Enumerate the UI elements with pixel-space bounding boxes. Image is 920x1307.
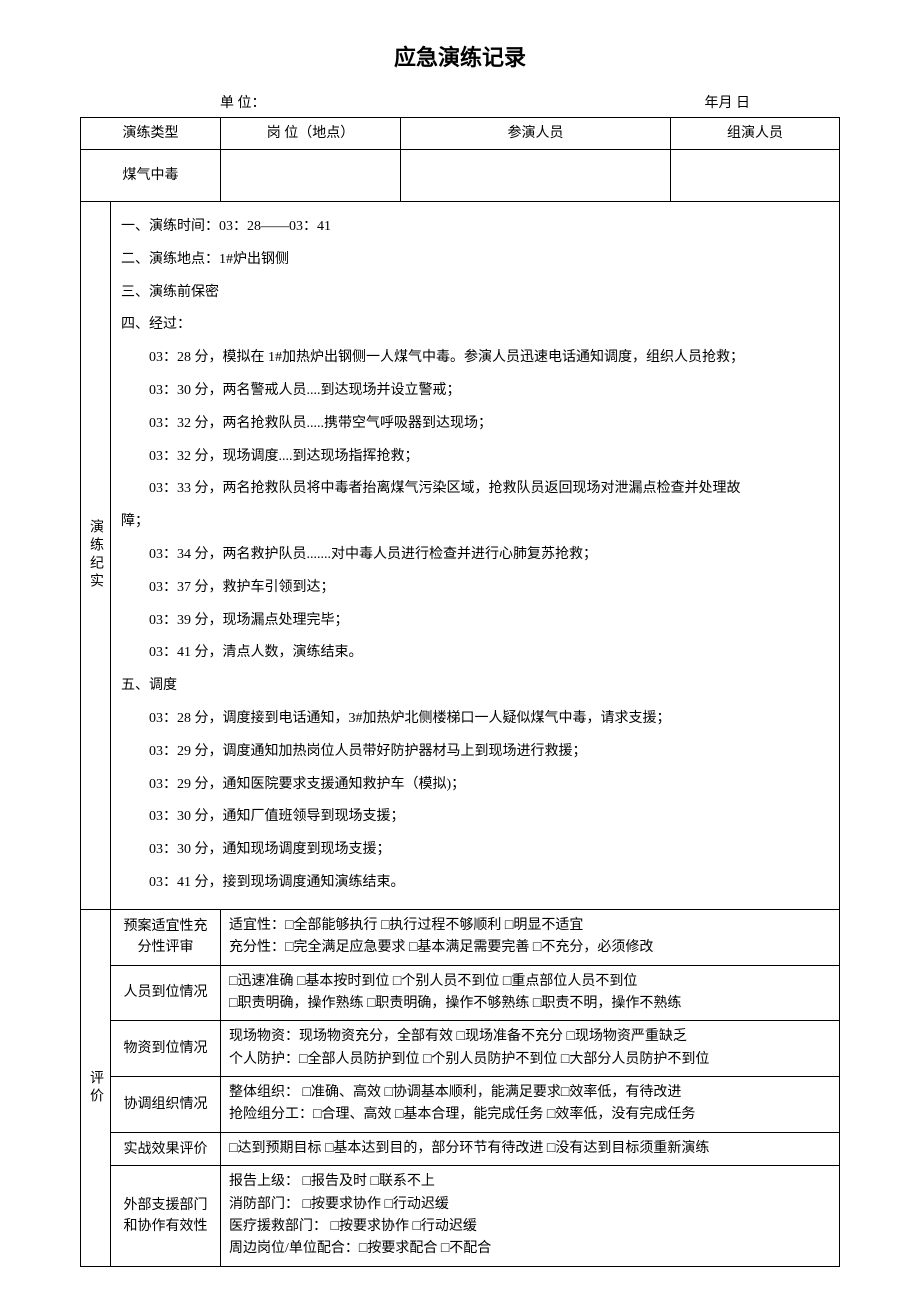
eval-row3-content: 现场物资：现场物资充分，全部有效 □现场准备不充分 □现场物资严重缺乏 个人防护… bbox=[221, 1021, 840, 1077]
eval-row-5: 实战效果评价 □达到预期目标 □基本达到目的，部分环节有待改进 □没有达到目标须… bbox=[81, 1132, 840, 1165]
record-line: 03：39 分，现场漏点处理完毕； bbox=[121, 606, 829, 637]
eval-label: 评价 bbox=[81, 909, 111, 1266]
record-line: 03：37 分，救护车引领到达； bbox=[121, 573, 829, 604]
position-value bbox=[221, 150, 401, 202]
record-line: 03：32 分，现场调度....到达现场指挥抢救； bbox=[121, 442, 829, 473]
header-row: 演练类型 岗 位（地点） 参演人员 组演人员 bbox=[81, 118, 840, 150]
header-participants: 参演人员 bbox=[401, 118, 671, 150]
eval-row3-label: 物资到位情况 bbox=[111, 1021, 221, 1077]
eval-row1-label: 预案适宜性充分性评审 bbox=[111, 909, 221, 965]
record-line: 03：41 分，接到现场调度通知演练结束。 bbox=[121, 868, 829, 899]
record-label: 演练纪实 bbox=[81, 202, 111, 910]
meta-row: 单 位： 年月 日 bbox=[80, 92, 840, 112]
record-line: 03：28 分，模拟在 1#加热炉出钢侧一人煤气中毒。参演人员迅速电话通知调度，… bbox=[121, 343, 829, 374]
record-content: 一、演练时间：03：28——03：41 二、演练地点：1#炉出钢侧 三、演练前保… bbox=[111, 202, 840, 910]
eval-row6-label: 外部支援部门和协作有效性 bbox=[111, 1166, 221, 1267]
record-line: 三、演练前保密 bbox=[121, 278, 829, 309]
record-line: 03：30 分，通知厂值班领导到现场支援； bbox=[121, 802, 829, 833]
type-row: 煤气中毒 bbox=[81, 150, 840, 202]
record-line: 03：29 分，通知医院要求支援通知救护车（模拟)； bbox=[121, 770, 829, 801]
eval-row-1: 评价 预案适宜性充分性评审 适宜性：□全部能够执行 □执行过程不够顺利 □明显不… bbox=[81, 909, 840, 965]
eval-row6-content: 报告上级： □报告及时 □联系不上 消防部门： □按要求协作 □行动迟缓 医疗援… bbox=[221, 1166, 840, 1267]
participants-value bbox=[401, 150, 671, 202]
drill-type-value: 煤气中毒 bbox=[81, 150, 221, 202]
record-row: 演练纪实 一、演练时间：03：28——03：41 二、演练地点：1#炉出钢侧 三… bbox=[81, 202, 840, 910]
eval-row4-content: 整体组织： □准确、高效 □协调基本顺利，能满足要求□效率低，有待改进 抢险组分… bbox=[221, 1077, 840, 1133]
record-line: 四、经过： bbox=[121, 310, 829, 341]
record-line: 03：32 分，两名抢救队员.....携带空气呼吸器到达现场； bbox=[121, 409, 829, 440]
organizers-value bbox=[671, 150, 840, 202]
eval-row-6: 外部支援部门和协作有效性 报告上级： □报告及时 □联系不上 消防部门： □按要… bbox=[81, 1166, 840, 1267]
record-line: 03：29 分，调度通知加热岗位人员带好防护器材马上到现场进行救援； bbox=[121, 737, 829, 768]
header-position: 岗 位（地点） bbox=[221, 118, 401, 150]
record-line: 二、演练地点：1#炉出钢侧 bbox=[121, 245, 829, 276]
record-line: 03：34 分，两名救护队员.......对中毒人员进行检查并进行心肺复苏抢救； bbox=[121, 540, 829, 571]
eval-row5-content: □达到预期目标 □基本达到目的，部分环节有待改进 □没有达到目标须重新演练 bbox=[221, 1132, 840, 1165]
record-line: 障； bbox=[121, 507, 829, 538]
record-line: 五、调度 bbox=[121, 671, 829, 702]
eval-row1-content: 适宜性：□全部能够执行 □执行过程不够顺利 □明显不适宜 充分性：□完全满足应急… bbox=[221, 909, 840, 965]
record-line: 03：30 分，通知现场调度到现场支援； bbox=[121, 835, 829, 866]
eval-row-2: 人员到位情况 □迅速准确 □基本按时到位 □个别人员不到位 □重点部位人员不到位… bbox=[81, 965, 840, 1021]
record-line: 03：33 分，两名抢救队员将中毒者抬离煤气污染区域，抢救队员返回现场对泄漏点检… bbox=[121, 474, 829, 505]
record-line: 03：30 分，两名警戒人员....到达现场并设立警戒； bbox=[121, 376, 829, 407]
eval-row4-label: 协调组织情况 bbox=[111, 1077, 221, 1133]
record-line: 03：41 分，清点人数，演练结束。 bbox=[121, 638, 829, 669]
eval-row2-label: 人员到位情况 bbox=[111, 965, 221, 1021]
record-line: 一、演练时间：03：28——03：41 bbox=[121, 212, 829, 243]
eval-row2-content: □迅速准确 □基本按时到位 □个别人员不到位 □重点部位人员不到位 □职责明确，… bbox=[221, 965, 840, 1021]
eval-row5-label: 实战效果评价 bbox=[111, 1132, 221, 1165]
unit-label: 单 位： bbox=[220, 92, 266, 112]
record-line: 03：28 分，调度接到电话通知，3#加热炉北侧楼梯口一人疑似煤气中毒，请求支援… bbox=[121, 704, 829, 735]
header-drill-type: 演练类型 bbox=[81, 118, 221, 150]
eval-row-4: 协调组织情况 整体组织： □准确、高效 □协调基本顺利，能满足要求□效率低，有待… bbox=[81, 1077, 840, 1133]
date-label: 年月 日 bbox=[705, 92, 751, 112]
main-table: 演练类型 岗 位（地点） 参演人员 组演人员 煤气中毒 演练纪实 一、演练时间：… bbox=[80, 117, 840, 1267]
document-title: 应急演练记录 bbox=[80, 40, 840, 72]
eval-row-3: 物资到位情况 现场物资：现场物资充分，全部有效 □现场准备不充分 □现场物资严重… bbox=[81, 1021, 840, 1077]
header-organizers: 组演人员 bbox=[671, 118, 840, 150]
